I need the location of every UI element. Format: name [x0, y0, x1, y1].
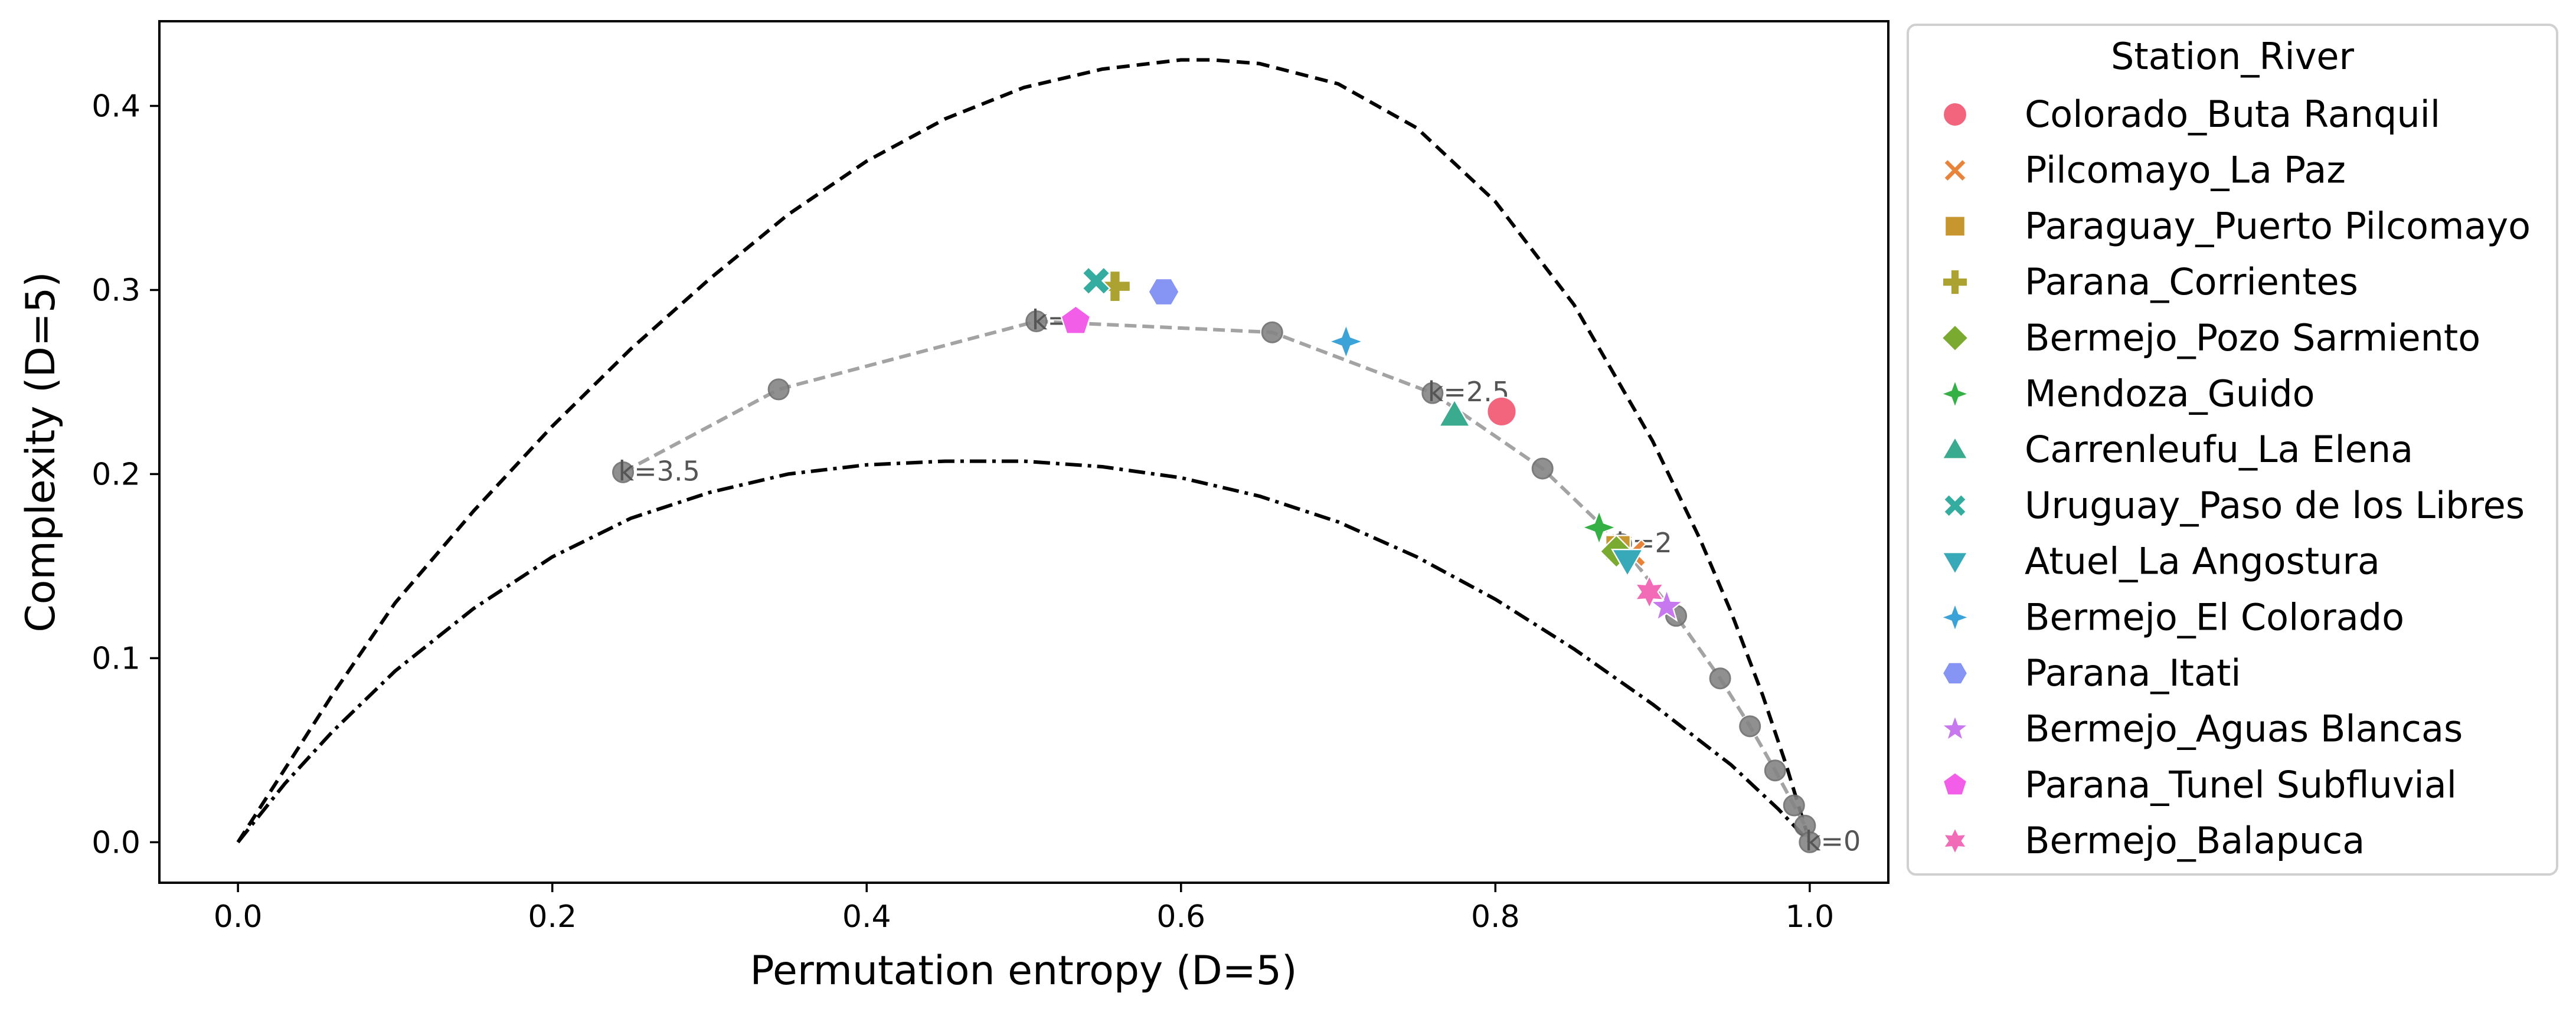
legend-item: Mendoza_Guido — [1939, 372, 2315, 415]
legend-marker — [1939, 378, 1971, 410]
y-tick-label: 0.4 — [91, 89, 140, 125]
legend-label: Paraguay_Puerto Pilcomayo — [2025, 204, 2531, 247]
legend-item: Bermejo_El Colorado — [1939, 595, 2404, 638]
reference-point — [1783, 794, 1805, 817]
station-point — [1634, 574, 1665, 610]
legend-label: Parana_Tunel Subfluvial — [2025, 763, 2457, 806]
legend-marker — [1943, 102, 1967, 127]
legend-marker — [1942, 772, 1968, 796]
legend-frame — [1907, 24, 2558, 876]
y-tick-label: 0.0 — [91, 825, 140, 860]
reference-point — [1709, 667, 1731, 690]
legend-item: Bermejo_Pozo Sarmiento — [1941, 316, 2480, 359]
legend-label: Parana_Corrientes — [2025, 260, 2358, 303]
legend-item: Parana_Itati — [1941, 651, 2241, 694]
station-point — [1081, 266, 1111, 296]
reference-point — [1739, 715, 1761, 738]
reference-label: k=3.5 — [619, 455, 700, 487]
station-point — [1327, 322, 1365, 361]
legend-item: Parana_Corrientes — [1942, 260, 2358, 303]
y-tick-label: 0.3 — [91, 273, 140, 308]
station-point — [1649, 588, 1685, 622]
legend-marker — [1941, 324, 1969, 352]
x-tick-label: 0.4 — [842, 899, 891, 935]
legend-label: Carrenleufu_La Elena — [2025, 428, 2413, 471]
legend-title: Station_River — [2111, 35, 2355, 78]
station-point — [1060, 305, 1091, 335]
legend-label: Pilcomayo_La Paz — [2025, 149, 2346, 192]
reference-layer — [612, 310, 1821, 853]
legend-marker — [1941, 436, 1969, 460]
x-tick-label: 0.6 — [1156, 899, 1205, 935]
legend-item: Bermejo_Balapuca — [1942, 819, 2365, 862]
y-axis: 0.0 0.1 0.2 0.3 0.4 — [91, 89, 159, 860]
bounds-layer — [236, 58, 1812, 844]
plot-frame — [158, 20, 1889, 884]
station-point — [1580, 508, 1619, 546]
legend-marker — [1943, 493, 1967, 518]
legend-marker — [1944, 215, 1966, 237]
legend-item: Atuel_La Angostura — [1941, 540, 2380, 583]
legend-item: Bermejo_Aguas Blancas — [1940, 707, 2463, 751]
max-complexity-curve — [236, 58, 1812, 844]
legend-item: Parana_Tunel Subfluvial — [1942, 763, 2457, 806]
min-complexity-curve — [236, 459, 1812, 844]
station-point — [1438, 398, 1472, 427]
x-axis-title: Permutation entropy (D=5) — [750, 948, 1297, 994]
legend-label: Atuel_La Angostura — [2025, 540, 2380, 583]
x-tick-label: 0.8 — [1471, 899, 1520, 935]
legend-label: Bermejo_Pozo Sarmiento — [2025, 316, 2480, 359]
legend-label: Parana_Itati — [2025, 651, 2241, 694]
legend-label: Mendoza_Guido — [2025, 372, 2315, 415]
y-tick-label: 0.1 — [91, 641, 140, 676]
legend-marker — [1940, 713, 1970, 742]
legend-marker — [1939, 602, 1971, 633]
station-points — [1060, 266, 1685, 622]
legend-marker — [1941, 661, 1969, 685]
reference-line — [622, 319, 1812, 843]
station-point — [1486, 396, 1517, 427]
station-point — [1148, 277, 1180, 306]
legend-item: Paraguay_Puerto Pilcomayo — [1944, 204, 2531, 247]
legend-label: Bermejo_Aguas Blancas — [2025, 707, 2463, 751]
legend-marker — [1942, 269, 1968, 296]
legend-item: Pilcomayo_La Paz — [1943, 149, 2346, 192]
x-axis: 0.0 0.2 0.4 0.6 0.8 1.0 — [214, 883, 1834, 935]
x-tick-label: 1.0 — [1786, 899, 1835, 935]
reference-point — [1531, 457, 1554, 480]
legend-item: Colorado_Buta Ranquil — [1943, 93, 2440, 136]
reference-point — [1261, 321, 1283, 343]
x-tick-label: 0.0 — [214, 899, 263, 935]
reference-point — [1799, 831, 1821, 853]
legend-marker — [1943, 158, 1967, 182]
reference-point — [767, 378, 790, 401]
legend-label: Uruguay_Paso de los Libres — [2025, 484, 2525, 527]
x-tick-label: 0.2 — [528, 899, 577, 935]
legend: Station_River Colorado_Buta Ranquil Pilco… — [1907, 24, 2558, 876]
y-axis-title: Complexity (D=5) — [18, 271, 64, 632]
reference-point — [1421, 382, 1444, 404]
legend-label: Colorado_Buta Ranquil — [2025, 93, 2440, 136]
y-tick-label: 0.2 — [91, 457, 140, 492]
reference-label: k=0 — [1805, 825, 1861, 857]
reference-point — [1025, 310, 1048, 333]
legend-label: Bermejo_Balapuca — [2025, 819, 2365, 862]
reference-point — [1764, 759, 1786, 782]
legend-marker — [1942, 826, 1968, 856]
legend-marker — [1941, 552, 1969, 575]
station-point — [1611, 549, 1644, 578]
legend-items: Colorado_Buta Ranquil Pilcomayo_La Paz Par… — [1939, 93, 2531, 862]
plot-area: k=3.5k=3k=2.5k=2k=0 — [158, 20, 1889, 884]
reference-point — [612, 461, 635, 483]
legend-item: Carrenleufu_La Elena — [1941, 428, 2413, 471]
legend-label: Bermejo_El Colorado — [2025, 595, 2404, 638]
reference-labels: k=3.5k=3k=2.5k=2k=0 — [619, 304, 1861, 857]
legend-item: Uruguay_Paso de los Libres — [1943, 484, 2525, 527]
